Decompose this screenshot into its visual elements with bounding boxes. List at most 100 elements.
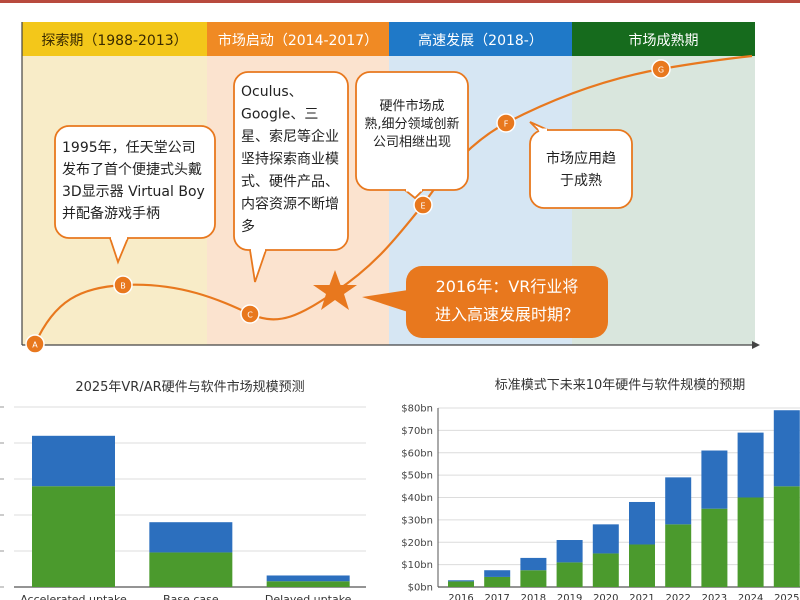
x-tick-label: 2023 [702,593,727,600]
x-tick-label: Accelerated uptake [20,593,127,600]
timeline-point-label: F [504,120,509,129]
y-tick-label: $40bn [401,493,433,504]
bar-software-1 [32,435,115,487]
callout-b-line: 1995年，任天堂公司 [62,140,196,156]
callout-c-line: Oculus、 [241,84,303,100]
x-tick-label: 2021 [629,593,654,600]
chart-title: 标准模式下未来10年硬件与软件规模的预期 [495,377,746,393]
phase-3-header [389,22,572,56]
callout-e-pointer [404,189,424,200]
bar-hardware-1 [32,486,115,587]
callout-f-line: 市场应用趋 [546,150,616,167]
star-icon [313,270,357,310]
y-tick-label: $10bn [401,560,433,571]
top-rule [0,0,800,3]
callout-star-pointer [362,290,408,312]
timeline-point-f [496,113,516,133]
x-tick-label: 2019 [557,593,582,600]
bar-hardware-2022 [665,524,692,587]
y-tick-label: $70bn [401,426,433,437]
bar-software-2022 [665,477,692,525]
callout-f-line: 于成熟 [560,173,602,189]
bar-software-2017 [484,570,511,577]
callout-e-line: 硬件市场成 [379,98,444,114]
timeline-diagram: 探索期（1988-2013） 市场启动（2014-2017） 高速发展（2018-）… [21,22,760,354]
bar-software-2025 [773,410,800,487]
callout-b [54,125,216,239]
callout-c-line: 星、索尼等企业 [241,128,339,145]
y-tick-label: $30bn [401,515,433,526]
y-tick-label: $50bn [401,471,433,482]
callout-f [529,129,633,209]
phase-2-label: 市场启动（2014-2017） [218,32,378,49]
bar-hardware-2025 [773,486,800,587]
callout-b-line: 并配备游戏手柄 [62,205,160,222]
x-tick-label: 2022 [665,593,690,600]
timeline-point-label: E [420,202,425,211]
x-tick-label: 2024 [738,593,763,600]
x-tick-label: 2018 [521,593,546,600]
y-tick-label: $20bn [401,538,433,549]
callout-e-line: 公司相继出现 [373,135,451,150]
callout-star [406,266,608,338]
timeline-point-e [413,195,433,215]
timeline-point-b [113,275,133,295]
callout-c-line: 多 [241,218,255,235]
bar-software-2024 [737,432,764,498]
x-tick-label: Delayed uptake [265,593,352,600]
timeline-point-label: C [247,311,253,320]
callout-f-pointer [529,121,549,131]
callout-b-pointer [109,237,129,265]
callout-c-line: Google、三 [241,107,318,123]
callout-b-line: 发布了首个便捷式头戴 [62,162,202,178]
callout-c-line: 内容资源不断增 [241,196,339,213]
phase-1-header [22,22,207,56]
growth-curve [33,54,753,345]
phase-4-label: 市场成熟期 [629,32,699,49]
bar-hardware-2023 [701,508,728,587]
callout-c-pointer [249,249,267,283]
timeline-point-g [651,59,671,79]
y-tick-label: $0bn [408,583,433,594]
bar-hardware-2024 [737,497,764,587]
market-forecast-chart: 2025年VR/AR硬件与软件市场规模预测 Accelerated uptake… [0,379,366,600]
x-tick-label: Base case [163,593,219,600]
bar-software-2020 [592,524,619,554]
timeline-point-label: B [120,282,126,291]
bar-software-2019 [556,540,583,563]
timeline-point-label: G [658,66,664,75]
phase-1-label: 探索期（1988-2013） [41,32,187,49]
bar-hardware-2 [149,552,233,587]
x-tick-label: 2020 [593,593,618,600]
callout-star-line: 2016年：VR行业将 [436,277,579,296]
bar-hardware-2018 [520,570,547,587]
bar-software-2018 [520,557,547,571]
bar-hardware-2019 [556,562,583,587]
bar-software-3 [266,575,350,582]
callout-b-line: 3D显示器 Virtual Boy [62,184,205,200]
callout-star-line: 进入高速发展时期？ [435,305,579,324]
bar-hardware-2020 [592,553,619,587]
timeline-point-label: A [32,341,38,350]
x-tick-label: 2016 [448,593,473,600]
y-tick-label: $60bn [401,448,433,459]
phase-2-header [207,22,389,56]
bar-software-2023 [701,450,728,509]
bar-hardware-2021 [629,544,655,587]
timeline-point-c [240,304,260,324]
callout-c-line: 坚持探索商业模 [241,151,339,168]
bar-hardware-3 [266,581,350,587]
bar-software-2 [149,522,233,553]
ten-year-forecast-chart: 标准模式下未来10年硬件与软件规模的预期 $0bn $10bn $20bn $30bn… [401,377,800,600]
phase-3-label: 高速发展（2018-） [418,32,543,49]
axis-arrowhead [752,341,760,349]
x-tick-label: 2017 [484,593,509,600]
y-tick-label: $80bn [401,404,433,415]
callout-c [233,71,349,251]
bar-hardware-2016 [448,581,474,587]
x-tick-label: 2025 [774,593,799,600]
phase-4-header [572,22,755,56]
bar-hardware-2017 [484,576,511,587]
timeline-point-a [25,334,45,354]
bar-software-2021 [629,501,655,545]
